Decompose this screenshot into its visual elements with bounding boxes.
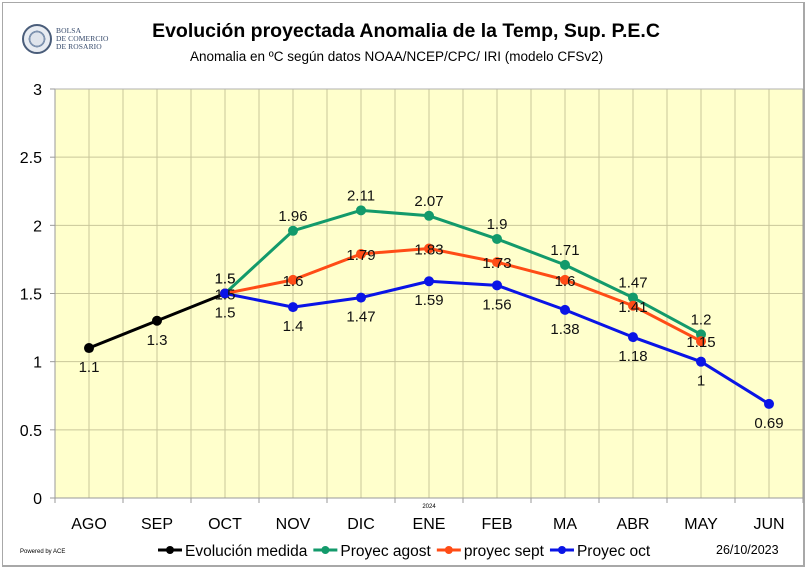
chart-date: 26/10/2023 (716, 543, 779, 557)
data-point (696, 336, 706, 347)
bolsa-logo: BOLSA DE COMERCIO DE ROSARIO (20, 23, 110, 59)
data-point (84, 343, 94, 354)
x-tick-label: MA (553, 516, 577, 533)
data-point (628, 300, 638, 311)
data-point (560, 274, 570, 285)
data-point (288, 225, 298, 236)
data-point (220, 288, 230, 299)
data-label: 1.83 (414, 242, 443, 259)
data-label: 0.69 (754, 415, 783, 432)
data-label: 1.6 (555, 273, 576, 290)
data-label: 1.18 (618, 348, 647, 365)
x-tick-label: MAY (684, 516, 718, 533)
chart-title-text: Evolución proyectada Anomalia de la Temp… (152, 20, 660, 42)
data-label: 1.56 (482, 296, 511, 313)
powered-by-text: Powered by ACE (20, 549, 66, 555)
y-tick-label: 1.5 (20, 287, 42, 304)
data-point (560, 259, 570, 270)
legend-marker-icon (321, 546, 330, 554)
legend-marker-icon (166, 546, 174, 554)
data-label: 1.79 (346, 247, 375, 264)
chart-subtitle: Anomalia en ºC según datos NOAA/NCEP/CPC… (190, 49, 604, 64)
x-tick-label: SEP (141, 516, 173, 533)
series-group (84, 205, 774, 409)
data-point (152, 315, 162, 326)
y-tick-label: 2.5 (20, 150, 42, 167)
data-point (424, 210, 434, 221)
data-point (356, 248, 366, 259)
x-tick-label: DIC (347, 516, 375, 533)
data-label: 1.5 (215, 271, 236, 288)
data-point (628, 292, 638, 303)
legend-marker-icon (557, 546, 566, 554)
x-tick-label: ABR (617, 516, 650, 533)
x-tick-label: FEB (481, 516, 512, 533)
data-label: 1.1 (79, 359, 100, 376)
data-label: 2.07 (414, 193, 443, 210)
data-label: 1.47 (346, 309, 375, 326)
data-label: 1.3 (147, 332, 168, 349)
logo-line-3: DE ROSARIO (56, 42, 102, 51)
data-point (288, 302, 298, 313)
data-label: 1.71 (550, 242, 579, 259)
x-category-annotation: 2024 (422, 504, 436, 510)
series-line (224, 247, 702, 343)
logo-text: BOLSA DE COMERCIO DE ROSARIO (56, 27, 109, 51)
series-line (223, 208, 702, 336)
data-point (288, 274, 298, 285)
data-point (696, 356, 706, 367)
legend: Evolución medida Proyec agost proyec sept P… (158, 543, 651, 560)
y-tick-label: 3 (33, 82, 42, 99)
data-point (424, 276, 434, 287)
legend-label: Proyec oct (577, 543, 651, 560)
data-label: 1.5 (215, 271, 236, 288)
y-tick-label: 0.5 (20, 423, 42, 440)
logo-line-2: DE COMERCIO (56, 34, 109, 43)
data-label: 1.9 (487, 216, 508, 233)
data-point (356, 292, 366, 303)
chart-title: Evolución proyectada Anomalia de la Temp… (0, 20, 808, 43)
data-point (764, 398, 774, 409)
data-label: 1.59 (414, 292, 443, 309)
y-axis-ticks: 0 0.5 1 1.5 2 2.5 3 (20, 82, 55, 508)
legend-label: Proyec agost (340, 543, 431, 560)
data-point (492, 280, 502, 291)
data-label: 2.11 (347, 187, 375, 204)
data-point (424, 243, 434, 254)
x-tick-label: ENE (413, 516, 446, 533)
x-tick-label: JUN (753, 516, 784, 533)
data-label: 1.6 (283, 273, 304, 290)
data-point (628, 332, 638, 343)
data-point (356, 205, 366, 216)
data-label: 1 (697, 373, 705, 390)
y-tick-label: 1 (33, 355, 42, 372)
data-label: 1.73 (482, 255, 511, 272)
data-label: 1.4 (283, 318, 304, 335)
data-label: 1.2 (691, 311, 712, 328)
data-labels: 1.11.31.51.51.962.11 2.071.91.711.471.21.… (79, 187, 784, 432)
x-tick-label: NOV (276, 516, 311, 533)
x-tick-label: OCT (208, 516, 242, 533)
data-label: 1.5 (215, 305, 236, 322)
seal-icon (22, 24, 52, 54)
logo-line-1: BOLSA (56, 26, 82, 35)
data-label: 1.38 (550, 321, 579, 338)
y-tick-label: 0 (33, 491, 42, 508)
data-point (560, 304, 570, 315)
legend-marker-icon (444, 546, 453, 554)
legend-label: proyec sept (464, 543, 545, 560)
x-axis-ticks: AGO SEP OCT NOV DIC ENE FEB MA ABR MAY JUN 2024 (54, 498, 804, 533)
data-point (492, 257, 502, 268)
data-label: 1.15 (686, 334, 715, 351)
x-tick-label: AGO (71, 516, 107, 533)
data-label: 1.41 (618, 299, 647, 316)
data-label: 1.47 (618, 275, 647, 292)
data-point (492, 233, 502, 244)
legend-label: Evolución medida (185, 543, 308, 560)
data-label: 1.96 (278, 208, 307, 225)
data-label: 1.5 (215, 287, 236, 304)
y-tick-label: 2 (33, 218, 42, 235)
